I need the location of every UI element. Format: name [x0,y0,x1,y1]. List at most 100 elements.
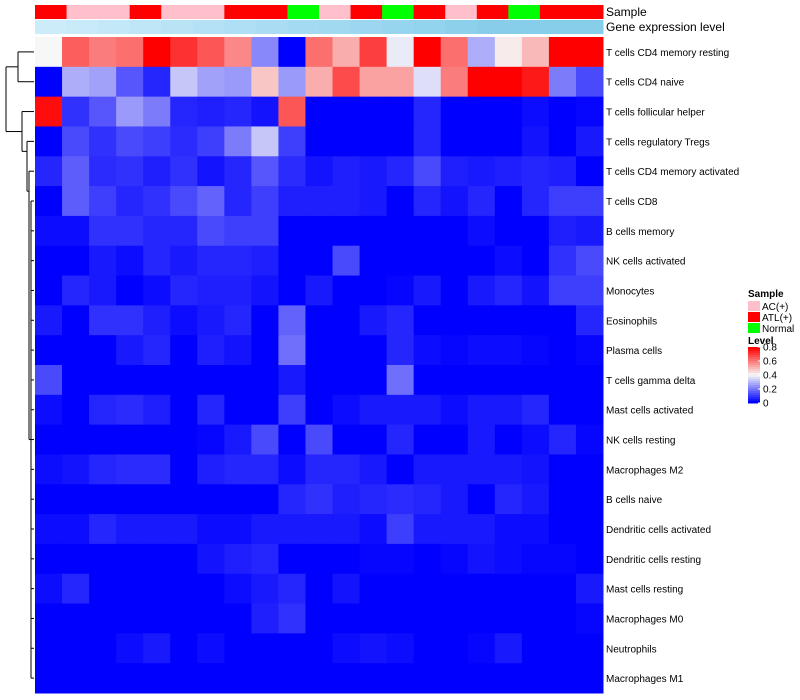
heatmap-cell [251,603,279,634]
heatmap-cell [386,275,415,306]
heatmap-cell [359,245,388,277]
heatmap-cell [413,245,442,277]
row-label: B cells memory [606,227,674,238]
heatmap-cell [359,424,388,455]
heatmap-cell [197,66,225,98]
heatmap-cell [332,335,361,366]
heatmap-cell [467,663,496,694]
heatmap-cell [116,484,144,515]
heatmap-cell [197,365,225,396]
heatmap-cell [413,186,442,217]
heatmap-cell [251,245,279,277]
legend-sample-title: Sample [748,289,784,300]
heatmap-cell [359,305,388,336]
heatmap-cell [548,454,577,485]
heatmap-cell [89,663,117,694]
heatmap-cell [413,603,442,634]
heatmap-cell [440,96,469,127]
heatmap-cell [440,543,469,575]
heatmap-cell [278,573,306,605]
heatmap-cell [386,573,415,605]
legend-colorbar-segment [748,347,760,350]
heatmap-cell [332,37,361,68]
heatmap-cell [197,335,225,366]
heatmap-cell [278,186,306,217]
heatmap-cell [251,186,279,217]
heatmap-cell [116,245,144,277]
heatmap-cell [278,394,306,426]
track-label-sample: Sample [606,5,647,19]
heatmap-cell [170,305,198,336]
row-label: NK cells resting [606,436,675,447]
heatmap-cell [143,424,171,455]
heatmap-cell [35,663,63,694]
heatmap-cell [143,66,171,98]
heatmap-cell [170,96,198,127]
heatmap-cell [440,186,469,217]
heatmap-cell [413,156,442,187]
heatmap-cell [62,454,90,485]
heatmap-cells [35,37,604,694]
heatmap-cell [143,454,171,485]
heatmap-cell [251,394,279,426]
heatmap-cell [413,394,442,426]
heatmap-cell [332,215,361,247]
heatmap-cell [467,66,496,98]
heatmap-cell [521,573,550,605]
heatmap-cell [494,573,523,605]
heatmap-cell [467,573,496,605]
heatmap-cell [170,514,198,545]
heatmap-cell [548,424,577,455]
heatmap-cell [521,215,550,247]
heatmap-cell [143,543,171,575]
heatmap-cell [197,126,225,157]
heatmap-cell [359,514,388,545]
heatmap-cell [440,275,469,306]
heatmap-cell [548,126,577,157]
heatmap-cell [548,365,577,396]
heatmap-cell [494,424,523,455]
row-label: B cells naive [606,495,663,506]
heatmap-cell [35,484,63,515]
heatmap-cell [62,275,90,306]
heatmap-cell [89,96,117,127]
heatmap-cell [62,394,90,426]
heatmap-cell [548,514,577,545]
heatmap-cell [35,305,63,336]
heatmap-cell [170,603,198,634]
heatmap-cell [197,573,225,605]
sample-cell [192,5,225,19]
heatmap-cell [62,66,90,98]
gene-expression-cell [382,20,415,34]
heatmap-cell [305,96,334,127]
gene-expression-cell [129,20,162,34]
heatmap-cell [386,424,415,455]
heatmap-cell [170,424,198,455]
heatmap-cell [278,365,306,396]
heatmap-cell [35,543,63,575]
heatmap-cell [494,394,523,426]
heatmap-cell [521,603,550,634]
heatmap-cell [224,186,252,217]
heatmap-cell [305,126,334,157]
legend-tick-label: 0.2 [763,385,777,396]
heatmap-cell [143,215,171,247]
heatmap-cell [575,126,604,157]
heatmap-cell [116,633,144,664]
heatmap-cell [305,156,334,187]
heatmap-cell [116,573,144,605]
heatmap-cell [170,156,198,187]
heatmap-cell [197,454,225,485]
heatmap-cell [440,66,469,98]
heatmap-cell [359,484,388,515]
heatmap-cell [35,633,63,664]
heatmap-cell [494,66,523,98]
heatmap-cell [332,365,361,396]
heatmap-cell [62,484,90,515]
legend-colorbar-segment [748,389,760,392]
heatmap-cell [143,305,171,336]
heatmap-cell [35,96,63,127]
heatmap-cell [386,365,415,396]
heatmap-cell [467,424,496,455]
